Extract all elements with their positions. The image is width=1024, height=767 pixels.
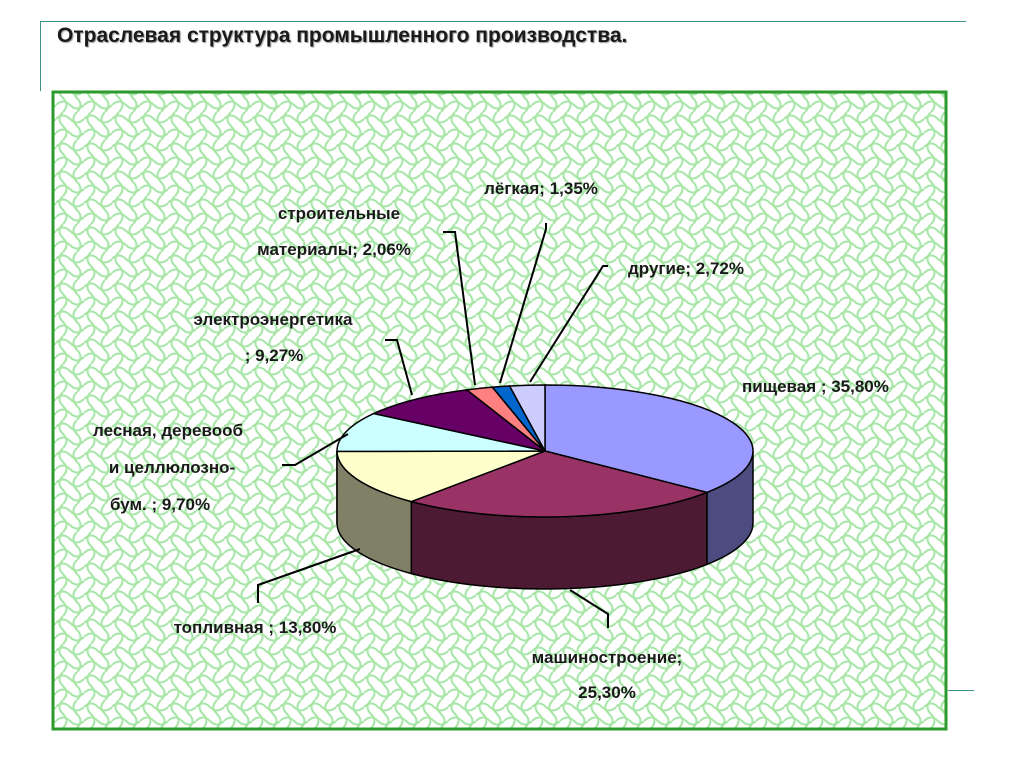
- pie-slice-электроэнергетика: [371, 389, 546, 452]
- pie-slice-машиностроение: [408, 450, 710, 518]
- data-label-лесная-деревообработка-и-целлюлозно-бумажная-line-3: бум. ; 9,70%: [110, 495, 210, 514]
- pie-layer: [336, 384, 754, 590]
- data-label-топливная: топливная ; 13,80%: [174, 618, 337, 637]
- leader-line-топливная: [257, 548, 361, 603]
- pie-slice-топливная: [336, 450, 546, 503]
- data-label-машиностроение-line-2: 25,30%: [578, 683, 636, 702]
- data-label-пищевая: пищевая ; 35,80%: [742, 377, 889, 396]
- data-label-машиностроение-line-1: машиностроение;: [532, 648, 683, 667]
- title-underline: [40, 21, 966, 22]
- data-label-лёгкая: лёгкая; 1,35%: [484, 179, 598, 198]
- leader-line-другие: [529, 265, 608, 383]
- leader-line-лёгкая: [499, 223, 547, 384]
- data-label-строительные-материалы-line-1: строительные: [278, 204, 400, 223]
- leader-line-электроэнергетика: [385, 339, 413, 396]
- footer-rule: [948, 690, 974, 691]
- pie-slice-другие: [508, 384, 546, 452]
- title-side-rule: [40, 21, 41, 91]
- leader-line-машиностроение: [569, 589, 609, 628]
- data-label-строительные-материалы-line-2: материалы; 2,06%: [257, 240, 411, 259]
- leader-line-лесная-деревообработка-и-целлюлозно-бумажная: [282, 433, 349, 466]
- data-label-другие: другие; 2,72%: [628, 259, 744, 278]
- pie-slice-пищевая: [544, 384, 754, 494]
- leader-line-строительные-материалы: [443, 231, 476, 386]
- pie-slice-лесная-деревообработка-и-целлюлозно-бумажная: [336, 412, 546, 453]
- leader-lines: [257, 223, 609, 628]
- slide-title: Отраслевая структура промышленного произ…: [57, 24, 628, 47]
- data-label-электроэнергетика-line-2: ; 9,27%: [245, 346, 304, 365]
- data-label-лесная-деревообработка-и-целлюлозно-бумажная-line-2: и целлюлозно-: [109, 458, 235, 477]
- data-labels: пищевая ; 35,80% машиностроение; 25,30% топ…: [93, 179, 889, 702]
- data-label-электроэнергетика-line-1: электроэнергетика: [194, 310, 353, 329]
- data-label-лесная-деревообработка-и-целлюлозно-бумажная-line-1: лесная, деревооб: [93, 421, 243, 440]
